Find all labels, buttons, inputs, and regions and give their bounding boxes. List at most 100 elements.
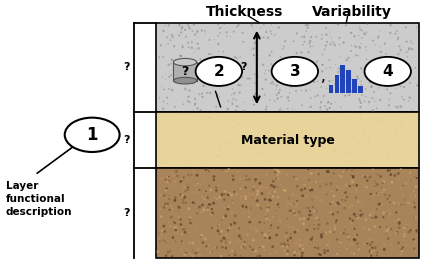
Point: [318, 37, 325, 41]
Point: [285, 243, 292, 247]
Point: [359, 93, 366, 97]
Point: [157, 207, 164, 211]
Point: [382, 52, 389, 56]
Point: [321, 230, 328, 234]
Point: [393, 210, 400, 215]
Point: [261, 71, 268, 76]
Point: [278, 157, 285, 162]
Point: [190, 241, 196, 245]
Point: [164, 132, 171, 136]
Point: [243, 205, 249, 209]
Point: [194, 129, 201, 134]
Point: [324, 242, 331, 247]
Point: [196, 188, 203, 192]
Point: [335, 74, 342, 78]
Point: [251, 41, 258, 45]
Point: [207, 52, 213, 56]
Point: [252, 179, 259, 184]
Point: [274, 185, 280, 189]
Point: [177, 54, 184, 58]
Point: [294, 184, 300, 189]
Point: [360, 174, 367, 178]
Point: [317, 178, 324, 183]
Point: [305, 23, 312, 27]
Point: [258, 26, 264, 30]
Point: [396, 219, 403, 223]
Point: [355, 33, 362, 38]
Point: [261, 197, 268, 202]
Point: [165, 220, 172, 225]
Point: [390, 160, 397, 164]
Point: [178, 248, 184, 252]
Point: [291, 253, 298, 257]
Point: [382, 180, 388, 184]
Point: [213, 94, 220, 98]
Point: [200, 114, 207, 118]
Point: [183, 147, 190, 151]
Point: [371, 179, 378, 183]
Point: [227, 222, 234, 227]
Point: [298, 188, 304, 193]
Point: [252, 249, 259, 253]
Point: [341, 227, 348, 231]
Point: [301, 34, 308, 38]
Point: [197, 57, 204, 61]
Point: [213, 185, 220, 190]
Point: [227, 81, 233, 85]
Point: [390, 143, 397, 147]
Point: [343, 247, 350, 251]
Point: [252, 92, 259, 96]
Point: [353, 45, 360, 49]
Point: [213, 245, 220, 250]
Point: [308, 213, 315, 217]
Point: [259, 87, 266, 91]
Point: [199, 95, 206, 99]
Point: [172, 230, 178, 234]
Point: [210, 201, 217, 205]
Point: [371, 116, 377, 121]
Point: [215, 232, 221, 237]
Point: [206, 243, 212, 247]
Point: [272, 61, 279, 65]
Point: [287, 209, 294, 213]
Point: [183, 67, 190, 71]
Point: [291, 209, 298, 214]
Point: [301, 176, 308, 180]
Point: [196, 92, 203, 96]
Point: [409, 47, 416, 51]
Point: [362, 242, 368, 246]
Point: [380, 81, 386, 85]
Point: [257, 254, 264, 258]
Point: [160, 29, 167, 33]
Point: [342, 93, 348, 98]
Point: [233, 104, 240, 108]
Point: [404, 112, 411, 117]
Point: [386, 97, 393, 101]
Point: [249, 98, 256, 102]
Point: [190, 170, 197, 174]
Point: [316, 223, 323, 227]
Point: [234, 230, 241, 234]
Point: [388, 242, 395, 246]
Point: [177, 179, 184, 184]
Point: [271, 216, 278, 220]
Point: [164, 96, 170, 100]
Point: [393, 86, 400, 91]
Point: [180, 198, 187, 202]
Point: [318, 235, 325, 239]
Point: [391, 132, 398, 136]
Point: [177, 248, 184, 252]
Point: [385, 197, 391, 201]
Point: [273, 233, 280, 237]
Point: [258, 112, 265, 116]
Point: [232, 253, 238, 257]
Point: [266, 231, 272, 235]
Point: [303, 206, 309, 210]
Point: [387, 23, 394, 27]
Point: [191, 50, 198, 55]
Point: [400, 97, 407, 102]
Point: [178, 54, 184, 58]
Point: [284, 244, 291, 248]
Point: [198, 160, 205, 164]
Point: [376, 67, 382, 71]
